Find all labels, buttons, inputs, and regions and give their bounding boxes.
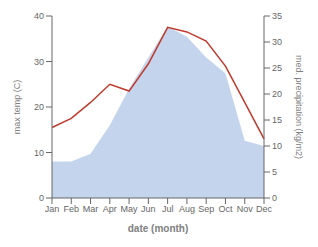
svg-text:Jun: Jun: [141, 204, 156, 214]
svg-text:May: May: [121, 204, 139, 214]
svg-text:30: 30: [34, 57, 44, 67]
svg-text:Aug: Aug: [179, 204, 195, 214]
svg-text:Jan: Jan: [45, 204, 60, 214]
svg-text:Jul: Jul: [162, 204, 174, 214]
svg-text:date (month): date (month): [128, 223, 189, 234]
svg-text:Nov: Nov: [237, 204, 254, 214]
svg-text:Sep: Sep: [198, 204, 214, 214]
svg-text:25: 25: [272, 63, 282, 73]
svg-text:0: 0: [39, 193, 44, 203]
svg-text:Dec: Dec: [256, 204, 273, 214]
svg-text:10: 10: [272, 141, 282, 151]
svg-text:med. precipitation (kg/m2): med. precipitation (kg/m2): [294, 55, 304, 159]
svg-text:0: 0: [272, 193, 277, 203]
svg-text:Feb: Feb: [64, 204, 80, 214]
svg-text:5: 5: [272, 167, 277, 177]
svg-text:Mar: Mar: [83, 204, 99, 214]
svg-text:10: 10: [34, 148, 44, 158]
svg-text:15: 15: [272, 115, 282, 125]
svg-text:Oct: Oct: [218, 204, 233, 214]
svg-text:Apr: Apr: [103, 204, 117, 214]
svg-text:20: 20: [272, 89, 282, 99]
svg-text:30: 30: [272, 37, 282, 47]
svg-text:max temp (C): max temp (C): [12, 80, 22, 135]
svg-text:40: 40: [34, 11, 44, 21]
svg-text:20: 20: [34, 102, 44, 112]
svg-text:35: 35: [272, 11, 282, 21]
